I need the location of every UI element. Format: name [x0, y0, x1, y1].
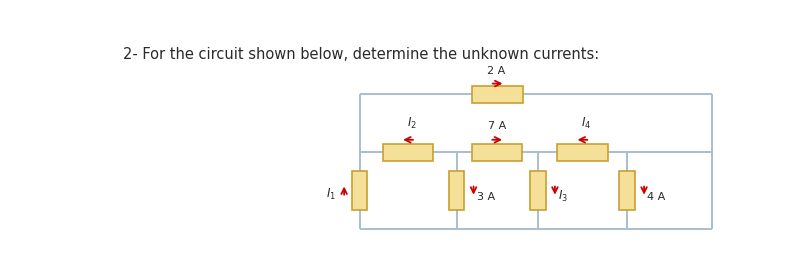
Bar — [619, 171, 634, 210]
Text: 2 A: 2 A — [487, 66, 505, 76]
Bar — [472, 86, 522, 103]
Bar — [352, 171, 367, 210]
Text: $I_3$: $I_3$ — [558, 189, 568, 204]
Text: $I_1$: $I_1$ — [326, 187, 336, 202]
Text: $I_4$: $I_4$ — [581, 116, 591, 131]
Text: 7 A: 7 A — [488, 121, 506, 131]
Bar — [472, 144, 522, 161]
Text: $I_2$: $I_2$ — [407, 116, 417, 131]
Text: 2- For the circuit shown below, determine the unknown currents:: 2- For the circuit shown below, determin… — [123, 47, 599, 62]
Text: 3 A: 3 A — [477, 192, 494, 202]
Text: 4 A: 4 A — [647, 192, 666, 202]
Bar — [530, 171, 546, 210]
Bar — [558, 144, 608, 161]
Bar — [449, 171, 464, 210]
Bar — [383, 144, 434, 161]
